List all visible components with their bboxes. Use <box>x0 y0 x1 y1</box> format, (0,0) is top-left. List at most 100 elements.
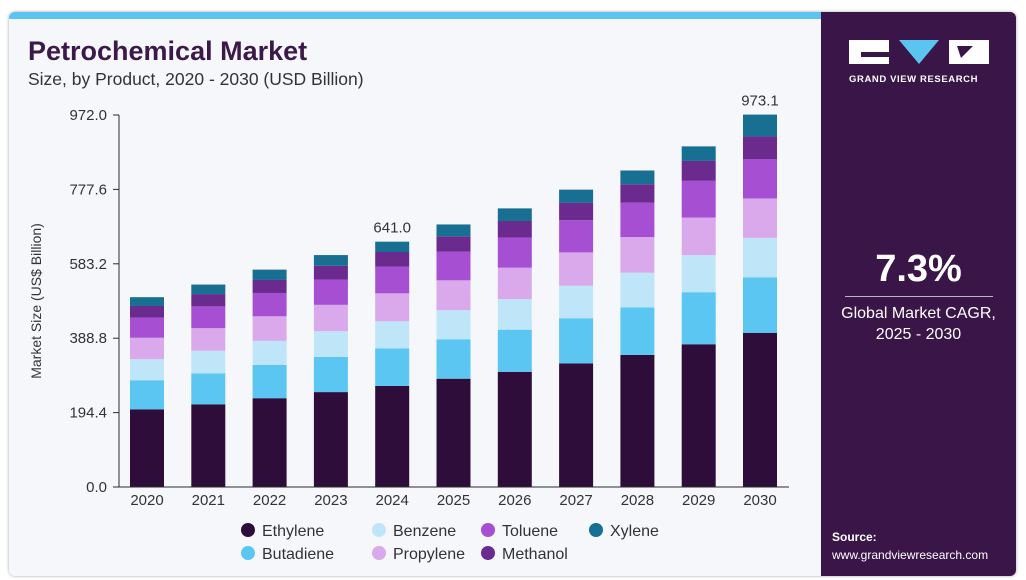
bar-segment-xylene <box>743 114 777 137</box>
legend-label-ethylene: Ethylene <box>262 523 324 540</box>
bar-segment-benzene <box>375 321 410 349</box>
brand-name: GRAND VIEW RESEARCH <box>849 74 979 85</box>
y-tick-label: 194.4 <box>69 405 107 422</box>
bar-segment-propylene <box>436 280 471 311</box>
bar-segment-benzene <box>436 310 471 340</box>
legend-label-xylene: Xylene <box>610 523 659 540</box>
y-tick-label: 777.6 <box>69 181 107 198</box>
bar-segment-ethylene <box>191 404 226 487</box>
legend-label-butadiene: Butadiene <box>262 546 334 563</box>
cagr-divider <box>845 296 993 297</box>
bar-segment-methanol <box>681 160 716 181</box>
bar-segment-propylene <box>375 293 410 322</box>
y-tick-label: 0.0 <box>86 479 107 496</box>
bar-segment-benzene <box>743 237 777 278</box>
data-label: 641.0 <box>373 220 411 237</box>
bar-segment-propylene <box>130 337 164 360</box>
bar-segment-ethylene <box>252 398 287 487</box>
x-tick-label: 2020 <box>130 492 163 509</box>
legend-label-methanol: Methanol <box>502 546 568 563</box>
bar-segment-benzene <box>559 285 594 319</box>
bar-segment-methanol <box>313 265 348 280</box>
bar-segment-benzene <box>620 272 655 308</box>
bar-segment-ethylene <box>130 409 164 487</box>
bar-segment-butadiene <box>681 292 716 345</box>
bar-segment-toluene <box>130 317 164 338</box>
bar-segment-methanol <box>559 202 594 221</box>
bar-segment-toluene <box>191 306 226 329</box>
bar-segment-propylene <box>559 252 594 286</box>
bar-segment-methanol <box>130 305 164 318</box>
bar-segment-toluene <box>436 251 471 281</box>
bar-segment-methanol <box>375 252 410 267</box>
bar-segment-propylene <box>252 316 287 341</box>
bar-segment-propylene <box>191 328 226 351</box>
bar-segment-benzene <box>191 350 226 374</box>
legend-swatch-butadiene <box>241 546 255 560</box>
x-tick-label: 2026 <box>498 492 531 509</box>
bar-segment-benzene <box>130 359 164 381</box>
bar-segment-toluene <box>681 180 716 218</box>
bar-segment-benzene <box>252 340 287 365</box>
legend-swatch-toluene <box>481 523 495 537</box>
data-label: 973.1 <box>741 93 779 110</box>
grand-view-research-logo-icon <box>849 40 989 64</box>
bar-segment-propylene <box>620 237 655 273</box>
bar-segment-propylene <box>313 304 348 332</box>
bar-segment-methanol <box>497 221 532 238</box>
bar-segment-toluene <box>313 279 348 305</box>
bar-segment-butadiene <box>436 339 471 379</box>
bar-segment-toluene <box>559 220 594 253</box>
legend-swatch-propylene <box>372 546 386 560</box>
bar-segment-methanol <box>252 279 287 293</box>
bar-segment-xylene <box>681 146 716 161</box>
chart-title: Petrochemical Market <box>28 36 308 66</box>
bar-segment-ethylene <box>743 332 777 487</box>
bar-segment-benzene <box>497 299 532 330</box>
x-tick-label: 2027 <box>559 492 592 509</box>
legend-swatch-benzene <box>372 523 386 537</box>
cagr-label-line2: 2025 - 2030 <box>875 326 962 343</box>
x-tick-label: 2024 <box>376 492 409 509</box>
legend-label-propylene: Propylene <box>393 546 465 563</box>
y-tick-label: 388.8 <box>69 330 107 347</box>
bar-segment-ethylene <box>436 378 471 487</box>
bar-segment-xylene <box>375 241 410 253</box>
bar-segment-xylene <box>130 297 164 306</box>
bar-segment-propylene <box>681 217 716 256</box>
bar-segment-butadiene <box>497 329 532 372</box>
bar-segment-toluene <box>252 292 287 317</box>
x-tick-label: 2030 <box>743 492 776 509</box>
bar-segment-xylene <box>313 255 348 266</box>
legend-swatch-xylene <box>589 523 603 537</box>
bar-segment-butadiene <box>130 380 164 410</box>
legend-label-toluene: Toluene <box>502 523 558 540</box>
x-tick-label: 2029 <box>682 492 715 509</box>
y-axis-label: Market Size (US$ Billion) <box>28 223 44 379</box>
bar-segment-propylene <box>743 198 777 238</box>
cagr-label-line1: Global Market CAGR, <box>841 305 996 322</box>
bar-segment-ethylene <box>375 385 410 487</box>
chart-subtitle: Size, by Product, 2020 - 2030 (USD Billi… <box>28 69 364 89</box>
x-tick-label: 2022 <box>253 492 286 509</box>
bar-segment-xylene <box>620 170 655 185</box>
source-link[interactable]: www.grandviewresearch.com <box>832 548 989 562</box>
y-tick-label: 583.2 <box>69 256 107 273</box>
bar-segment-butadiene <box>743 277 777 333</box>
bar-segment-ethylene <box>559 363 594 487</box>
bar-segment-xylene <box>559 189 594 203</box>
bar-segment-butadiene <box>375 348 410 386</box>
bar-segment-butadiene <box>191 373 226 405</box>
bar-segment-butadiene <box>620 307 655 355</box>
bar-segment-butadiene <box>313 356 348 393</box>
bar-segment-xylene <box>252 269 287 280</box>
y-tick-label: 972.0 <box>69 107 107 124</box>
legend-swatch-ethylene <box>241 523 255 537</box>
source-title: Source: <box>832 530 877 544</box>
bar-segment-butadiene <box>559 318 594 364</box>
bar-segment-benzene <box>313 331 348 357</box>
legend-swatch-methanol <box>481 546 495 560</box>
x-tick-label: 2021 <box>192 492 225 509</box>
bar-segment-butadiene <box>252 364 287 399</box>
x-tick-label: 2025 <box>437 492 470 509</box>
